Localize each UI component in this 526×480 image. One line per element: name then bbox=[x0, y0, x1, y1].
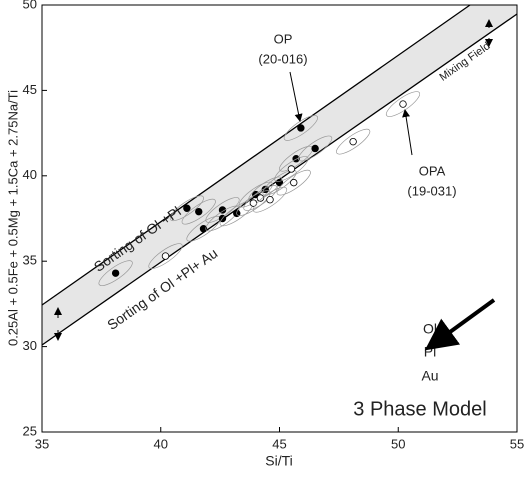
uncertainty-ellipse bbox=[181, 198, 216, 225]
chart-title: 3 Phase Model bbox=[353, 398, 486, 420]
y-tick-label: 25 bbox=[23, 423, 37, 438]
y-tick-label: 35 bbox=[23, 253, 37, 268]
point bbox=[161, 252, 170, 260]
point bbox=[290, 178, 298, 187]
point bbox=[218, 206, 227, 214]
y-tick-label: 50 bbox=[23, 0, 37, 11]
point bbox=[111, 269, 120, 277]
mixing-field bbox=[42, 5, 517, 345]
field-line bbox=[41, 4, 471, 306]
uncertainty-ellipse bbox=[236, 190, 271, 216]
x-tick-label: 50 bbox=[391, 436, 405, 451]
point bbox=[266, 196, 274, 204]
annotation: (19-031) bbox=[407, 183, 456, 198]
uncertainty-ellipse bbox=[148, 243, 183, 269]
x-tick-label: 35 bbox=[35, 436, 49, 451]
point bbox=[297, 124, 305, 132]
point bbox=[183, 204, 191, 212]
uncertainty-ellipse bbox=[205, 205, 240, 232]
arrow bbox=[289, 71, 303, 122]
annotation: OP bbox=[274, 31, 293, 46]
uncertainty-ellipse bbox=[276, 169, 311, 196]
y-tick-label: 30 bbox=[23, 338, 37, 353]
point bbox=[199, 225, 208, 233]
uncertainty-ellipse bbox=[385, 91, 421, 117]
uncertainty-ellipse bbox=[283, 115, 318, 141]
point bbox=[256, 194, 265, 202]
x-tick-label: 40 bbox=[154, 436, 168, 451]
point bbox=[349, 137, 357, 146]
uncertainty-ellipse bbox=[298, 135, 333, 162]
arrow bbox=[402, 109, 413, 156]
point bbox=[287, 165, 296, 173]
uncertainty-ellipse bbox=[336, 128, 371, 155]
annotation: (20-016) bbox=[258, 51, 307, 66]
x-axis-label: Si/Ti bbox=[265, 453, 292, 469]
y-tick-label: 45 bbox=[23, 82, 37, 97]
arrow bbox=[424, 298, 496, 351]
uncertainty-ellipse bbox=[169, 195, 204, 222]
point bbox=[399, 100, 407, 108]
point bbox=[311, 144, 319, 153]
annotation: OPA bbox=[419, 163, 446, 178]
point bbox=[195, 207, 203, 216]
uncertainty-ellipse bbox=[274, 156, 309, 182]
uncertainty-ellipse bbox=[98, 260, 133, 286]
y-tick-label: 40 bbox=[23, 167, 37, 182]
point bbox=[249, 199, 258, 207]
x-tick-label: 45 bbox=[272, 436, 286, 451]
uncertainty-ellipse bbox=[252, 186, 288, 213]
y-axis-label: 0.25Al + 0.5Fe + 0.5Mg + 1.5Ca + 2.75Na/… bbox=[5, 90, 20, 346]
annotation: Au bbox=[421, 368, 438, 384]
uncertainty-ellipse bbox=[243, 185, 278, 211]
annotation: Ol bbox=[423, 321, 437, 337]
x-tick-label: 55 bbox=[510, 436, 524, 451]
